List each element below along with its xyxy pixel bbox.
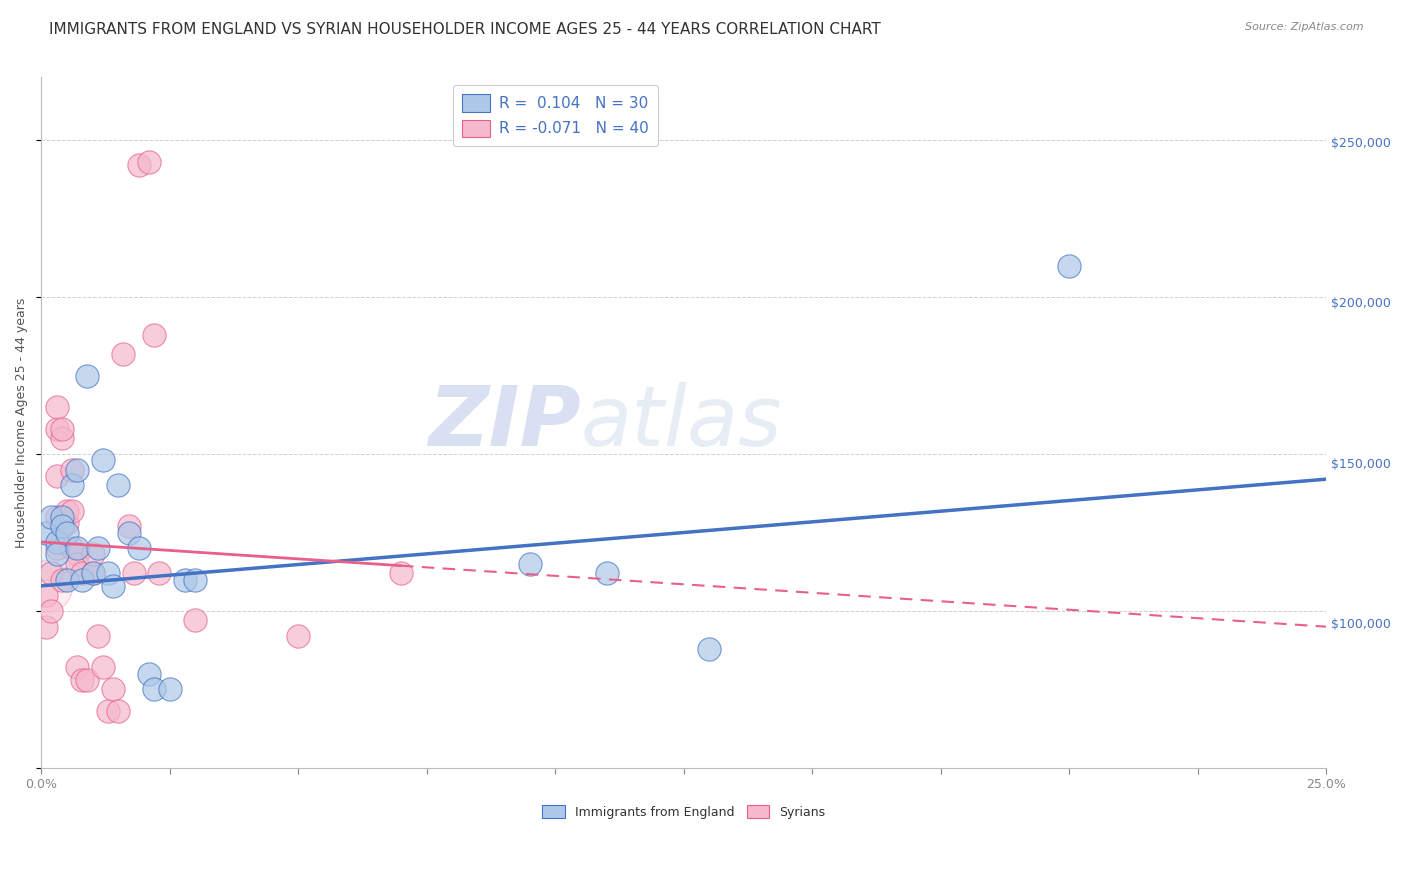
Text: IMMIGRANTS FROM ENGLAND VS SYRIAN HOUSEHOLDER INCOME AGES 25 - 44 YEARS CORRELAT: IMMIGRANTS FROM ENGLAND VS SYRIAN HOUSEH…	[49, 22, 882, 37]
Point	[35, 620, 58, 634]
Point	[107, 478, 129, 492]
Point	[45, 535, 67, 549]
Point	[45, 422, 67, 436]
Point	[51, 509, 73, 524]
Point	[97, 705, 120, 719]
Point	[117, 525, 139, 540]
Point	[56, 573, 79, 587]
Point	[60, 463, 83, 477]
Point	[56, 525, 79, 540]
Point	[45, 548, 67, 562]
Point	[45, 509, 67, 524]
Point	[76, 673, 98, 687]
Point	[287, 629, 309, 643]
Point	[101, 682, 124, 697]
Point	[51, 431, 73, 445]
Point	[35, 525, 58, 540]
Point	[45, 469, 67, 483]
Point	[72, 573, 94, 587]
Point	[35, 548, 58, 562]
Point	[60, 503, 83, 517]
Point	[72, 673, 94, 687]
Point	[66, 660, 89, 674]
Point	[122, 566, 145, 581]
Point	[56, 503, 79, 517]
Y-axis label: Householder Income Ages 25 - 44 years: Householder Income Ages 25 - 44 years	[15, 298, 28, 548]
Point	[101, 579, 124, 593]
Point	[159, 682, 181, 697]
Point	[699, 641, 721, 656]
Point	[66, 548, 89, 562]
Point	[174, 573, 197, 587]
Point	[82, 566, 104, 581]
Point	[87, 629, 110, 643]
Point	[41, 566, 63, 581]
Point	[107, 705, 129, 719]
Point	[76, 368, 98, 383]
Point	[66, 557, 89, 571]
Point	[60, 541, 83, 556]
Point	[91, 453, 114, 467]
Point	[138, 666, 160, 681]
Text: atlas: atlas	[581, 382, 783, 463]
Point	[51, 422, 73, 436]
Point	[112, 346, 135, 360]
Point	[45, 541, 67, 556]
Point	[72, 566, 94, 581]
Point	[1057, 259, 1080, 273]
Point	[35, 579, 58, 593]
Point	[51, 519, 73, 533]
Point	[595, 566, 617, 581]
Point	[143, 682, 166, 697]
Point	[41, 604, 63, 618]
Point	[128, 158, 150, 172]
Point	[184, 573, 207, 587]
Point	[184, 614, 207, 628]
Point	[41, 509, 63, 524]
Point	[66, 541, 89, 556]
Point	[117, 519, 139, 533]
Point	[138, 155, 160, 169]
Text: Source: ZipAtlas.com: Source: ZipAtlas.com	[1246, 22, 1364, 32]
Legend: Immigrants from England, Syrians: Immigrants from England, Syrians	[537, 800, 831, 824]
Text: ZIP: ZIP	[429, 382, 581, 463]
Point	[56, 516, 79, 530]
Point	[389, 566, 412, 581]
Point	[97, 566, 120, 581]
Point	[60, 478, 83, 492]
Point	[87, 541, 110, 556]
Point	[128, 541, 150, 556]
Point	[143, 327, 166, 342]
Point	[51, 573, 73, 587]
Point	[45, 400, 67, 414]
Point	[91, 660, 114, 674]
Point	[82, 566, 104, 581]
Point	[66, 463, 89, 477]
Point	[148, 566, 170, 581]
Point	[35, 588, 58, 602]
Point	[82, 548, 104, 562]
Point	[519, 557, 541, 571]
